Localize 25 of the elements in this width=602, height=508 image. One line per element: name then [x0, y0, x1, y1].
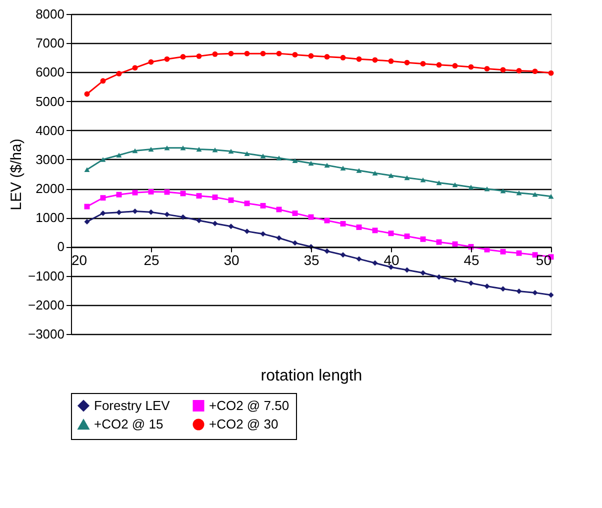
- y-tick-label: 1000: [36, 210, 64, 226]
- legend-label: +CO2 @ 7.50: [209, 398, 290, 413]
- y-tick-label: −1000: [28, 268, 64, 284]
- y-tick-label: −2000: [28, 297, 64, 312]
- x-tick-label: 35: [304, 252, 320, 268]
- y-axis-title: LEV ($/ha): [8, 138, 25, 210]
- x-tick-label: 30: [224, 252, 240, 268]
- y-tick-label: 7000: [36, 36, 64, 51]
- y-tick-label: 3000: [36, 152, 64, 167]
- legend-label: +CO2 @ 15: [94, 416, 164, 432]
- y-tick-label: 4000: [36, 122, 64, 138]
- y-tick-label: 6000: [36, 64, 64, 80]
- y-tick-label: 2000: [36, 181, 64, 196]
- x-tick-label: 40: [384, 252, 400, 268]
- y-tick-label: 5000: [36, 94, 64, 109]
- x-tick-label: 25: [144, 252, 160, 268]
- legend-label: Forestry LEV: [94, 398, 170, 413]
- x-tick-label: 45: [464, 252, 480, 268]
- x-tick-label: 20: [72, 252, 88, 268]
- y-tick-label: 0: [57, 239, 64, 254]
- x-tick-label: 50: [536, 252, 552, 268]
- y-tick-label: 8000: [36, 6, 64, 22]
- legend-label: +CO2 @ 30: [209, 416, 278, 432]
- y-tick-label: −3000: [28, 326, 64, 342]
- x-axis-title: rotation length: [260, 368, 362, 384]
